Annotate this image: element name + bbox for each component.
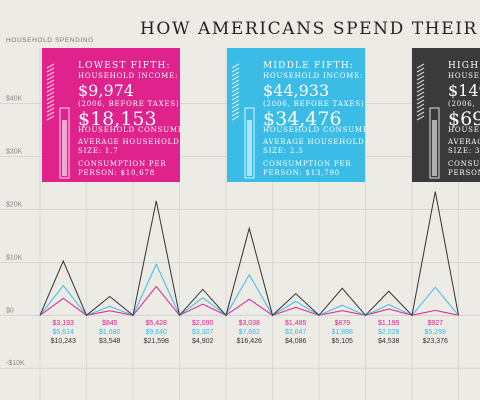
value-label: $5,299: [425, 329, 447, 336]
value-label: $5,105: [332, 338, 354, 345]
card-heading: MIDDLE FIFTH:: [263, 61, 355, 71]
card-consumption: $69: [448, 108, 480, 130]
y-tick-label: $30K: [6, 148, 23, 155]
value-label: $1,680: [99, 329, 121, 336]
value-label: $4,086: [285, 338, 307, 345]
card-heading: HIGH: [448, 61, 480, 71]
value-label: $2,028: [378, 329, 400, 336]
value-label: $3,038: [239, 320, 261, 327]
card-income-note: (2006,: [448, 100, 476, 108]
value-label: $7,662: [239, 329, 261, 336]
card-per-person-label: CONSUMPTION PER: [263, 160, 352, 168]
y-tick-label: -$10K: [6, 360, 25, 367]
series-line: [39, 263, 459, 317]
summary-card: HIGHHOUSEHO$149,(2006,$69HOUSEH AVERAGESI…: [412, 48, 480, 182]
value-label: $9,640: [146, 329, 168, 336]
value-label: $3,193: [53, 320, 75, 327]
value-label: $1,898: [332, 329, 354, 336]
value-label: $21,598: [144, 338, 169, 345]
card-consumption-label: HOUSEH: [448, 126, 480, 134]
value-label: $3,307: [192, 329, 214, 336]
card-income: $9,974: [78, 81, 134, 100]
card-consumption: $18,153: [78, 108, 157, 130]
value-label: $5,428: [146, 320, 168, 327]
value-label: $845: [102, 320, 118, 327]
value-label: $3,548: [99, 338, 121, 345]
series-line: [39, 285, 459, 316]
summary-card: LOWEST FIFTH: HOUSEHOLD INCOME: $9,974 (200…: [42, 48, 180, 182]
card-income-label: HOUSEHOLD INCOME:: [263, 72, 364, 80]
bar-icon: [46, 63, 70, 179]
card-size-label: AVERAGE HOUSEHOLD: [78, 138, 180, 146]
value-label: $2,647: [285, 329, 307, 336]
summary-card: MIDDLE FIFTH: HOUSEHOLD INCOME: $44,933 (20…: [227, 48, 365, 182]
card-per-person: PERSON: $10,678: [78, 169, 156, 177]
chart-title: HOW AMERICANS SPEND THEIR MONEY: [140, 19, 480, 39]
card-income-note: (2006, BEFORE TAXES): [263, 100, 365, 108]
value-label: $5,614: [53, 329, 75, 336]
value-label: $927: [427, 320, 443, 327]
series-line: [39, 191, 459, 317]
card-income-label: HOUSEHO: [448, 72, 480, 80]
value-label: $16,426: [237, 338, 262, 345]
card-size: SIZE: 2.5: [263, 147, 304, 155]
card-size-label: AVERAGE: [448, 138, 480, 146]
card-income: $149,: [448, 81, 480, 100]
value-label: $10,243: [51, 338, 76, 345]
card-heading: LOWEST FIFTH:: [78, 61, 171, 71]
card-consumption-label: HOUSEHOLD CONSUMPTION: [263, 126, 365, 134]
card-per-person-label: CONSUMPTION PER: [78, 160, 167, 168]
card-consumption-label: HOUSEHOLD CONSUMPTION: [78, 126, 180, 134]
value-label: $879: [334, 320, 350, 327]
card-income-label: HOUSEHOLD INCOME:: [78, 72, 179, 80]
y-tick-label: $20K: [6, 201, 23, 208]
value-label: $23,376: [423, 338, 448, 345]
card-per-person: PERSON: $13,790: [263, 169, 341, 177]
bar-icon: [416, 63, 440, 179]
card-consumption: $34,476: [263, 108, 342, 130]
y-axis-label: HOUSEHOLD SPENDING: [6, 37, 94, 44]
value-label: $1,485: [285, 320, 307, 327]
card-income: $44,933: [263, 81, 330, 100]
card-per-person: PERSON:: [448, 169, 480, 177]
value-label: $1,195: [378, 320, 400, 327]
y-tick-label: $0: [6, 307, 14, 314]
card-income-note: (2006, BEFORE TAXES): [78, 100, 180, 108]
card-size: SIZE: 1.7: [78, 147, 119, 155]
card-per-person-label: CONSUMPT: [448, 160, 480, 168]
bar-icon: [231, 63, 255, 179]
y-tick-label: $10K: [6, 254, 23, 261]
value-label: $4,902: [192, 338, 214, 345]
card-size: SIZE: 3.1: [448, 147, 480, 155]
value-label: $2,090: [192, 320, 214, 327]
card-size-label: AVERAGE HOUSEHOLD: [263, 138, 365, 146]
value-label: $4,538: [378, 338, 400, 345]
y-tick-label: $40K: [6, 96, 23, 103]
